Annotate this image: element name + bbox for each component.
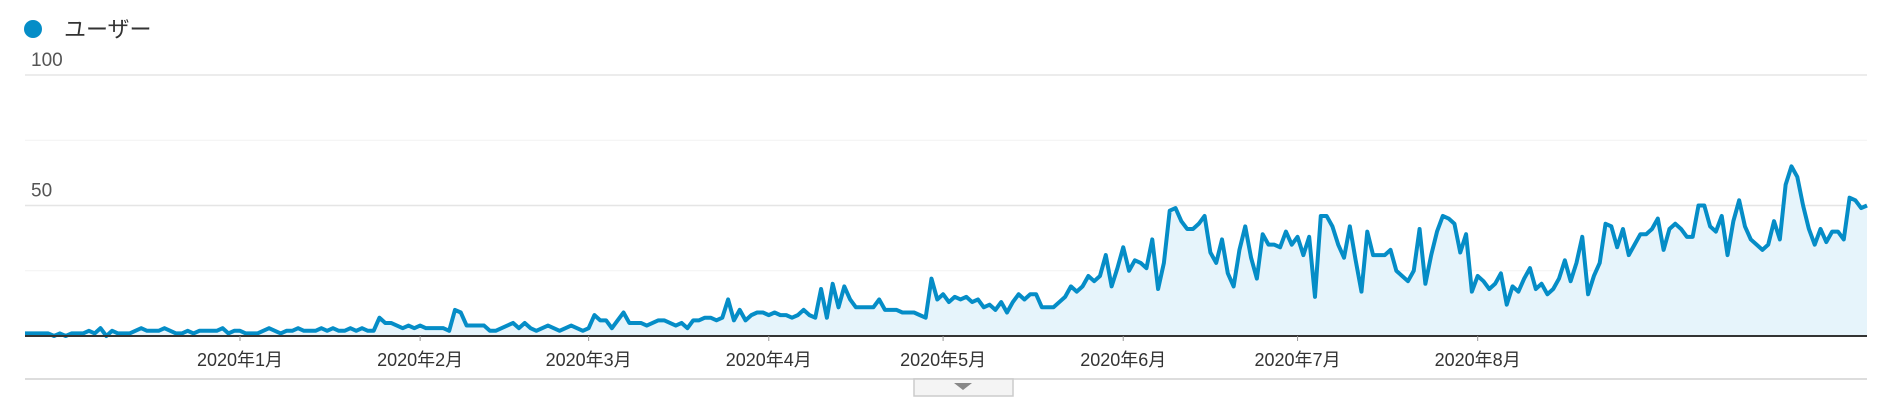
series-area-fill [25, 166, 1867, 336]
series-line [25, 164, 1868, 338]
gridlines [25, 74, 1867, 272]
x-axis-ticks: 2020年1月 2020年2月 2020年3月 2020年4月 2020年5月 2020年… [197, 336, 1521, 370]
x-tick-label: 2020年8月 [1435, 350, 1521, 370]
x-tick-label: 2020年3月 [546, 350, 632, 370]
legend-label: ユーザー [64, 17, 152, 42]
x-tick-label: 2020年4月 [726, 350, 812, 370]
x-tick-label: 2020年7月 [1255, 350, 1341, 370]
x-tick-label: 2020年6月 [1080, 350, 1166, 370]
x-tick-label: 2020年2月 [377, 350, 463, 370]
range-slider-handle[interactable] [913, 378, 1014, 397]
x-tick-label: 2020年1月 [197, 350, 283, 370]
legend[interactable]: ユーザー [24, 17, 152, 42]
x-tick-label: 2020年5月 [900, 350, 986, 370]
chevron-down-icon [954, 383, 972, 390]
y-tick-label: 50 [31, 181, 52, 202]
y-axis-ticks: 100 50 [31, 50, 63, 202]
y-tick-label: 100 [31, 50, 63, 71]
legend-marker [24, 20, 42, 38]
